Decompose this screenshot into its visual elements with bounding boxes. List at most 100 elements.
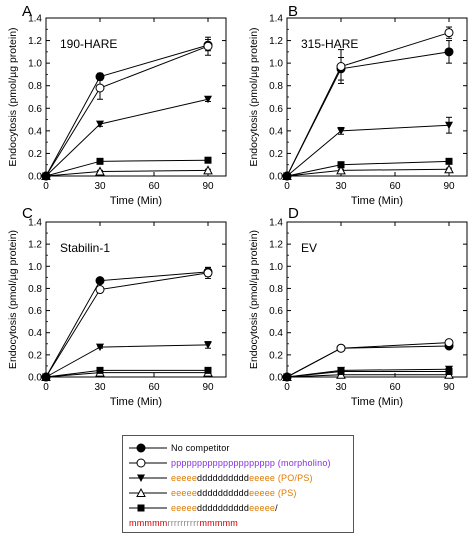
data-point xyxy=(95,83,105,93)
legend-entry: pppppppppppppppppppp (morpholino) xyxy=(127,455,331,471)
series-filled-square xyxy=(42,156,212,180)
data-point xyxy=(444,164,454,174)
x-tick-label: 30 xyxy=(335,181,347,192)
x-axis-title: Time (Min) xyxy=(351,195,403,207)
data-point xyxy=(283,373,291,381)
x-tick-label: 90 xyxy=(202,181,214,192)
data-point xyxy=(336,343,346,353)
series-open-circle xyxy=(41,266,213,382)
series-filled-circle xyxy=(41,266,213,382)
y-axis-title: Endocytosis (pmol/µg protein) xyxy=(248,27,260,166)
series-line xyxy=(286,32,450,177)
series-line xyxy=(45,372,208,378)
series-filled-triangle-down xyxy=(42,95,212,180)
legend-label-part: No competitor xyxy=(171,443,230,453)
panel-annotation: 190-HARE xyxy=(60,37,117,51)
legend-label-part: pppppppppppppppppppp (morpholino) xyxy=(171,458,331,468)
x-axis-title: Time (Min) xyxy=(351,396,403,408)
legend-marker xyxy=(137,474,145,482)
legend-label: pppppppppppppppppppp (morpholino) xyxy=(171,458,331,468)
y-tick-label: 0.0 xyxy=(269,373,283,384)
series-open-triangle-up xyxy=(41,165,213,180)
legend-entry: No competitor xyxy=(127,440,230,456)
panel-letter: C xyxy=(22,205,33,222)
legend-marker xyxy=(136,443,146,453)
y-tick-label: 1.2 xyxy=(28,240,42,251)
x-axis-title: Time (Min) xyxy=(110,396,162,408)
y-tick-label: 1.2 xyxy=(28,36,42,47)
series-filled-circle xyxy=(282,40,454,181)
series-filled-square xyxy=(283,367,453,381)
y-tick-label: 0.8 xyxy=(28,81,42,92)
series-line xyxy=(286,168,450,177)
series-filled-triangle-down xyxy=(283,116,453,180)
y-tick-label: 0.8 xyxy=(28,284,42,295)
x-tick-label: 30 xyxy=(94,181,106,192)
x-tick-label: 0 xyxy=(284,382,290,393)
legend-symbol xyxy=(129,458,167,468)
series-filled-circle xyxy=(41,38,213,181)
y-tick-label: 1.2 xyxy=(269,240,283,251)
series-line xyxy=(45,369,208,378)
panel-a: 0.0 0.2 0.4 0.6 0.8 1.0 1.2 1.4 0 30 60 90 Time (Min… xyxy=(7,3,227,207)
series-line xyxy=(45,44,209,177)
legend-marker xyxy=(136,458,146,468)
panel-annotation: EV xyxy=(301,241,317,255)
data-point xyxy=(336,62,346,72)
legend-symbol xyxy=(129,443,167,453)
legend-label-part: dddddddddd xyxy=(197,473,250,483)
series-filled-triangle-down xyxy=(283,365,453,381)
series-filled-square xyxy=(42,366,212,381)
data-point xyxy=(95,285,105,295)
data-point xyxy=(42,172,50,180)
y-tick-label: 1.4 xyxy=(28,218,42,229)
y-tick-label: 0.6 xyxy=(269,306,283,317)
y-tick-label: 0.2 xyxy=(28,350,42,361)
legend-label-part: dddddddddd xyxy=(197,488,250,498)
legend-label-part: eeeee (PS) xyxy=(249,488,297,498)
legend-symbol xyxy=(129,487,167,497)
x-tick-label: 0 xyxy=(43,181,49,192)
x-tick-label: 90 xyxy=(443,181,455,192)
data-point xyxy=(203,165,213,175)
panel-b: 0.0 0.2 0.4 0.6 0.8 1.0 1.2 1.4 0 30 60 90 Time (Min… xyxy=(248,3,468,207)
y-tick-label: 0.6 xyxy=(28,104,42,115)
x-tick-label: 60 xyxy=(148,181,160,192)
data-point xyxy=(337,127,345,135)
data-point xyxy=(95,276,105,286)
data-point xyxy=(203,41,213,51)
y-tick-label: 0.4 xyxy=(269,126,283,137)
panel-annotation: Stabilin-1 xyxy=(60,241,110,255)
panel-c: 0.0 0.2 0.4 0.6 0.8 1.0 1.2 1.4 0 30 60 90 Time (Min… xyxy=(7,205,227,408)
data-point xyxy=(445,157,453,165)
legend-entry: eeeeeddddddddddeeeee (PO/PS) xyxy=(127,470,313,486)
panel-annotation: 315-HARE xyxy=(301,37,358,51)
data-point xyxy=(96,343,104,352)
legend-label: eeeeeddddddddddeeeee/ xyxy=(171,503,278,513)
data-point xyxy=(445,121,453,130)
series-open-triangle-up xyxy=(282,164,454,180)
x-tick-label: 90 xyxy=(202,382,214,393)
legend-marker xyxy=(136,487,146,497)
data-point xyxy=(204,95,212,104)
y-tick-label: 0.2 xyxy=(28,149,42,160)
y-tick-label: 0.4 xyxy=(28,328,42,339)
panel-letter: A xyxy=(22,3,32,20)
series-line xyxy=(45,169,209,177)
y-tick-label: 0.6 xyxy=(269,104,283,115)
y-tick-label: 1.0 xyxy=(28,59,42,70)
legend: No competitor pppppppppppppppppppp (morph… xyxy=(122,435,354,533)
data-point xyxy=(444,28,454,38)
legend-label-part: dddddddddd xyxy=(197,503,250,513)
series-line xyxy=(286,51,450,177)
series-line xyxy=(45,98,209,177)
legend-label: mmmmmrrrrrrrrrrmmmmm xyxy=(129,518,238,528)
y-tick-label: 1.2 xyxy=(269,36,283,47)
y-tick-label: 0.8 xyxy=(269,81,283,92)
legend-symbol xyxy=(129,504,167,512)
y-tick-label: 1.4 xyxy=(28,14,42,25)
series-line xyxy=(286,124,450,177)
y-axis-title: Endocytosis (pmol/µg protein) xyxy=(248,230,260,369)
x-tick-label: 60 xyxy=(389,382,401,393)
data-point xyxy=(203,268,213,278)
